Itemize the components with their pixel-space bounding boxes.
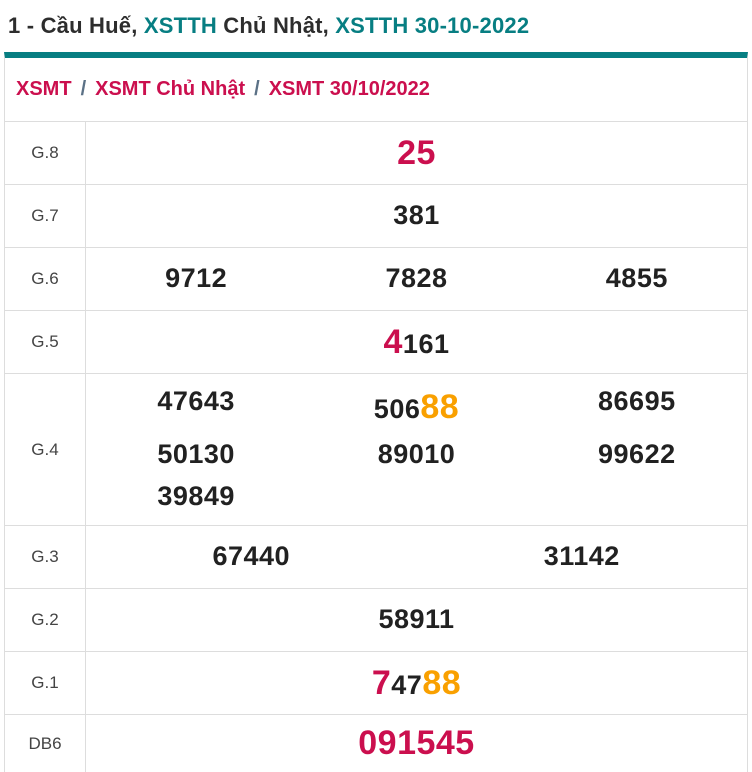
prize-digits: 161 xyxy=(402,328,450,359)
prize-values-g3: 67440 31142 xyxy=(86,526,747,588)
prize-digits-highlight-red: 7 xyxy=(371,663,392,702)
prize-digits: 67440 xyxy=(212,541,291,572)
prize-digits: 86695 xyxy=(598,386,676,417)
prize-label-db6: DB6 xyxy=(5,715,86,772)
breadcrumb-separator: / xyxy=(80,78,87,100)
prize-number: 58911 xyxy=(86,599,747,641)
prize-values-g1: 74788 xyxy=(86,652,747,714)
prize-values-g8: 25 xyxy=(86,122,747,184)
prize-number-empty xyxy=(306,476,526,518)
prize-values-db6: 091545 xyxy=(86,715,747,772)
prize-number: 50688 xyxy=(306,381,526,434)
prize-digits: 9712 xyxy=(165,263,228,294)
prize-number: 67440 xyxy=(86,536,417,578)
prize-number: 091545 xyxy=(86,717,747,770)
prize-digits: 58911 xyxy=(378,604,455,635)
prize-number-empty xyxy=(527,476,747,518)
page-title: 1 - Cầu Huế, XSTTH Chủ Nhật, XSTTH 30-10… xyxy=(0,0,752,52)
prize-label-g6: G.6 xyxy=(5,248,86,310)
breadcrumb-link-day[interactable]: XSMT Chủ Nhật xyxy=(95,78,246,100)
prize-label-g5: G.5 xyxy=(5,311,86,373)
prize-number: 4161 xyxy=(86,316,747,369)
title-part-day: Chủ Nhật, xyxy=(216,13,336,38)
prize-digits: 7828 xyxy=(385,263,448,294)
prize-number: 25 xyxy=(86,127,747,180)
prize-row-g7: G.7 381 xyxy=(5,185,747,248)
prize-row-db6: DB6 091545 xyxy=(5,715,747,772)
prize-digits: 4855 xyxy=(605,263,668,294)
prize-digits: 506 xyxy=(373,394,421,425)
prize-number: 7828 xyxy=(306,258,526,300)
prize-label-g4: G.4 xyxy=(5,374,86,525)
prize-row-g8: G.8 25 xyxy=(5,122,747,185)
prize-digits-highlight-red: 4 xyxy=(383,322,403,361)
lottery-results-panel: XSMT / XSMT Chủ Nhật / XSMT 30/10/2022 G… xyxy=(4,52,748,772)
prize-values-g5: 4161 xyxy=(86,311,747,373)
prize-label-g8: G.8 xyxy=(5,122,86,184)
prize-digits: 47 xyxy=(391,669,423,700)
prize-digits: 39849 xyxy=(157,480,235,511)
title-part-date: XSTTH 30-10-2022 xyxy=(335,13,530,38)
prize-label-g3: G.3 xyxy=(5,526,86,588)
prize-number: 74788 xyxy=(86,657,747,710)
title-part-code: XSTTH xyxy=(143,13,217,38)
prize-digits: 31142 xyxy=(543,541,620,572)
prize-digits: 99622 xyxy=(598,439,676,469)
prize-row-g1: G.1 74788 xyxy=(5,652,747,715)
prize-number: 381 xyxy=(86,195,747,237)
prize-digits-highlight-orange: 88 xyxy=(422,663,462,702)
prize-digits: 381 xyxy=(393,200,440,231)
prize-digits-highlight-red: 25 xyxy=(397,133,436,172)
prize-number: 89010 xyxy=(306,434,526,476)
prize-number: 39849 xyxy=(86,476,306,518)
prize-row-g6: G.6 9712 7828 4855 xyxy=(5,248,747,311)
prize-number: 99622 xyxy=(527,434,747,476)
prize-number: 31142 xyxy=(417,536,748,578)
prize-number: 86695 xyxy=(527,381,747,434)
breadcrumb-separator: / xyxy=(254,78,260,100)
prize-row-g5: G.5 4161 xyxy=(5,311,747,374)
prize-digits-highlight-red: 091545 xyxy=(358,724,475,763)
prize-number: 47643 xyxy=(86,381,306,434)
prize-label-g2: G.2 xyxy=(5,589,86,651)
prize-row-g2: G.2 58911 xyxy=(5,589,747,652)
breadcrumb-link-region[interactable]: XSMT xyxy=(16,78,72,100)
prize-digits: 47643 xyxy=(157,386,235,417)
breadcrumb: XSMT / XSMT Chủ Nhật / XSMT 30/10/2022 xyxy=(5,58,747,122)
prize-label-g7: G.7 xyxy=(5,185,86,247)
prize-digits: 50130 xyxy=(157,439,235,469)
prize-values-g6: 9712 7828 4855 xyxy=(86,248,747,310)
title-part-station: 1 - Cầu Huế, xyxy=(8,13,144,38)
breadcrumb-link-date[interactable]: XSMT 30/10/2022 xyxy=(268,78,430,100)
prize-values-g7: 381 xyxy=(86,185,747,247)
prize-values-g2: 58911 xyxy=(86,589,747,651)
prize-label-g1: G.1 xyxy=(5,652,86,714)
prize-number: 9712 xyxy=(86,258,306,300)
prize-number: 4855 xyxy=(527,258,747,300)
prize-digits: 89010 xyxy=(377,439,456,469)
prize-number: 50130 xyxy=(86,434,306,476)
prize-row-g4: G.4 47643 50688 86695 50130 89010 99622 … xyxy=(5,374,747,526)
prize-digits-highlight-orange: 88 xyxy=(420,388,460,427)
prize-row-g3: G.3 67440 31142 xyxy=(5,526,747,589)
prize-values-g4: 47643 50688 86695 50130 89010 99622 3984… xyxy=(86,374,747,525)
